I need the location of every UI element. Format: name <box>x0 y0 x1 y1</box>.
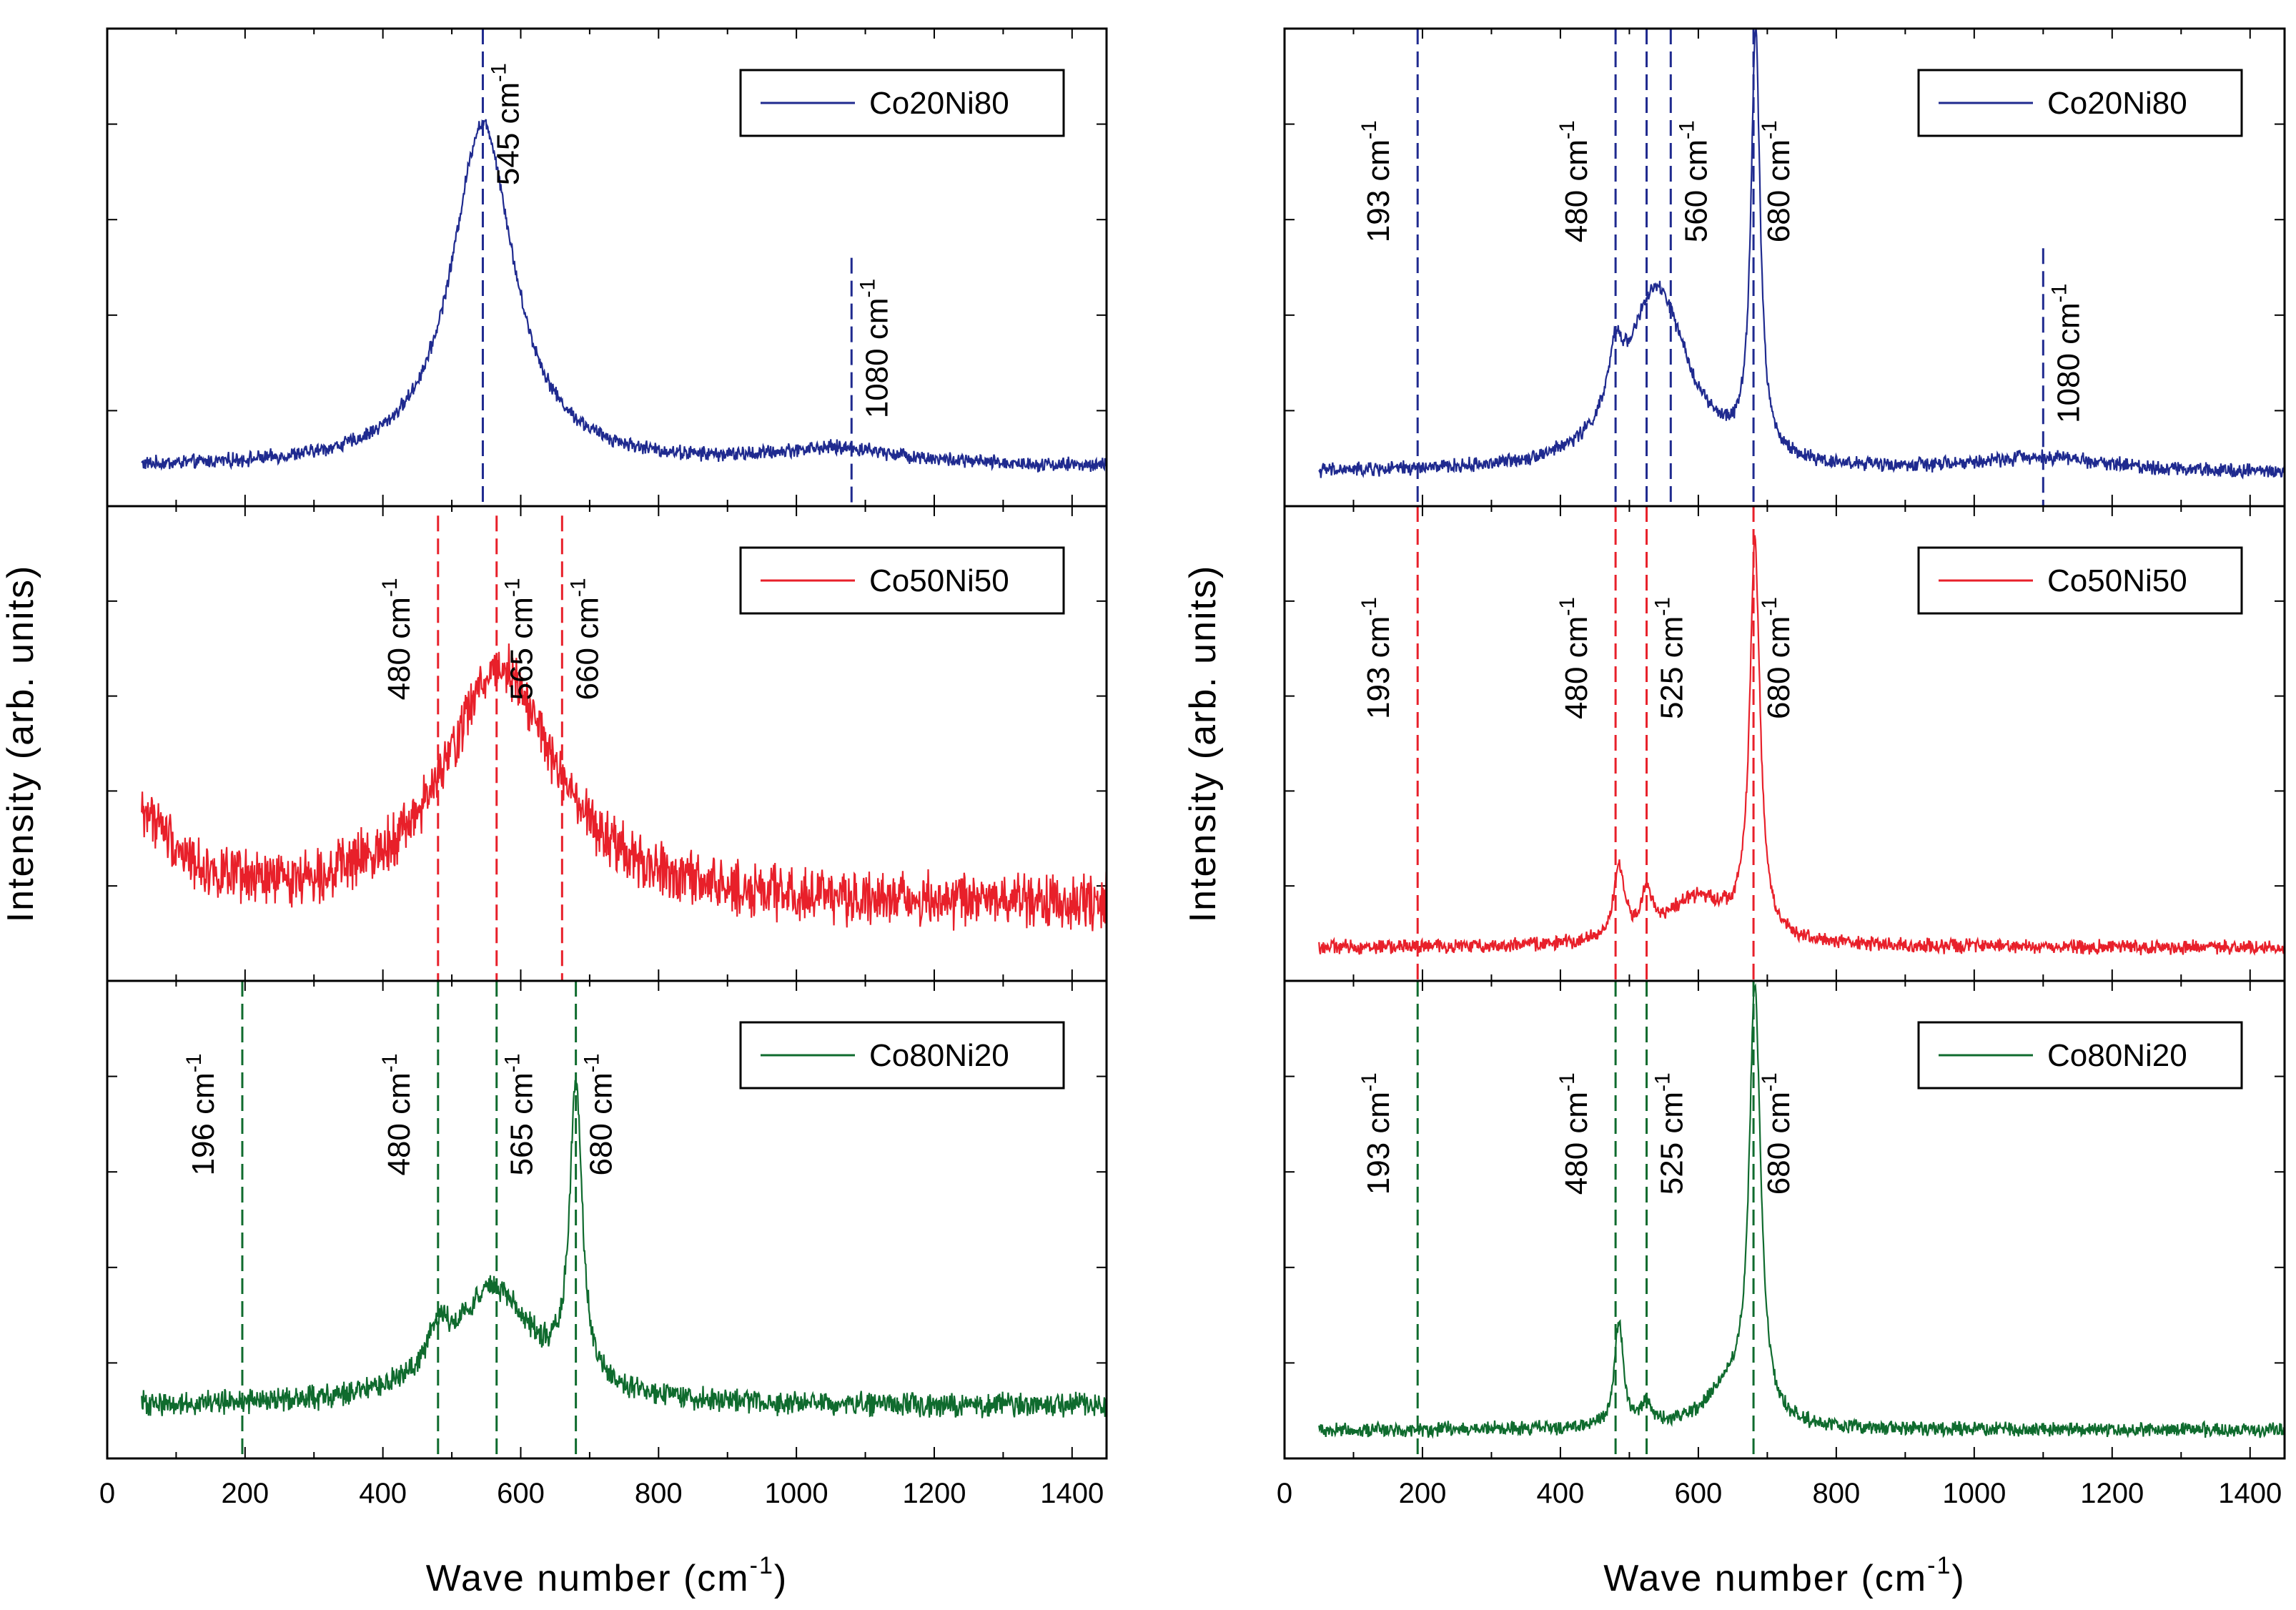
legend-label: Co50Ni50 <box>2047 563 2187 598</box>
legend-co80ni20: Co80Ni20 <box>739 1021 1065 1090</box>
peak-label: 480 cm-1 <box>1555 1072 1594 1195</box>
spectrum-co20ni80 <box>141 119 1107 473</box>
peak-label: 480 cm-1 <box>1555 120 1594 242</box>
peak-label: 525 cm-1 <box>1651 597 1690 719</box>
peak-label: 1080 cm-1 <box>2047 284 2086 423</box>
peak-label: 196 cm-1 <box>182 1054 221 1176</box>
x-tick-label: 0 <box>1277 1478 1292 1509</box>
legend-label: Co50Ni50 <box>869 563 1009 598</box>
y-axis-label: Intensity (arb. units) <box>0 565 41 923</box>
panel-co20ni80: 545 cm-1 1080 cm-1 Co20Ni80 <box>106 27 1108 508</box>
x-tick-label: 1200 <box>2080 1478 2144 1509</box>
panel-co20ni80: 193 cm-1 480 cm-1 560 cm-1 680 cm-1 1080 cm-… <box>1283 27 2286 508</box>
peak-label: 565 cm-1 <box>501 578 540 700</box>
legend-co80ni20: Co80Ni20 <box>1917 1021 2243 1090</box>
peak-label: 480 cm-1 <box>378 578 417 700</box>
x-tick-label: 800 <box>1812 1478 1860 1509</box>
legend-label: Co20Ni80 <box>2047 86 2187 121</box>
panel-frame <box>1283 979 2286 1460</box>
spectrum-co80ni20 <box>141 1080 1107 1418</box>
y-axis-label: Intensity (arb. units) <box>1182 565 1224 923</box>
peak-label: 525 cm-1 <box>1651 1072 1690 1195</box>
panel-co80ni20: 193 cm-1 480 cm-1 525 cm-1 680 cm-1 Co80Ni20 <box>1283 979 2286 1460</box>
peak-label: 680 cm-1 <box>580 1054 619 1176</box>
x-tick-label: 1000 <box>1942 1478 2006 1509</box>
peak-label: 545 cm-1 <box>487 63 525 185</box>
peak-label: 480 cm-1 <box>1555 597 1594 719</box>
right-figure: 193 cm-1 480 cm-1 560 cm-1 680 cm-1 1080 cm-… <box>1182 27 2286 1599</box>
spectrum-co80ni20 <box>1318 982 2285 1439</box>
panel-co80ni20: 196 cm-1 480 cm-1 565 cm-1 680 cm-1 Co80Ni20 <box>106 979 1108 1460</box>
x-tick-label: 600 <box>497 1478 545 1509</box>
x-tick-label: 800 <box>635 1478 683 1509</box>
peak-label: 680 cm-1 <box>1758 597 1796 719</box>
peak-label: 560 cm-1 <box>1675 120 1713 242</box>
legend-label: Co80Ni20 <box>2047 1038 2187 1073</box>
legend-co20ni80: Co20Ni80 <box>739 69 1065 137</box>
spectrum-co50ni50 <box>1318 535 2285 956</box>
panel-co50ni50: 193 cm-1 480 cm-1 525 cm-1 680 cm-1 Co50Ni50 <box>1283 505 2286 982</box>
x-tick-label: 200 <box>1399 1478 1447 1509</box>
peak-label: 660 cm-1 <box>566 578 605 700</box>
legend-label: Co20Ni80 <box>869 86 1009 121</box>
x-tick-label: 0 <box>99 1478 115 1509</box>
legend-label: Co80Ni20 <box>869 1038 1009 1073</box>
left-figure: 545 cm-1 1080 cm-1 Co20Ni80 480 cm-1 565 cm-… <box>0 27 1108 1599</box>
legend-co50ni50: Co50Ni50 <box>739 546 1065 615</box>
spectrum-co20ni80 <box>1318 29 2285 480</box>
x-tick-label: 400 <box>1537 1478 1585 1509</box>
legend-co50ni50: Co50Ni50 <box>1917 546 2243 615</box>
x-tick-label: 1000 <box>765 1478 828 1509</box>
peak-label: 193 cm-1 <box>1357 1072 1396 1195</box>
peak-label: 193 cm-1 <box>1357 120 1396 242</box>
peak-label: 193 cm-1 <box>1357 597 1396 719</box>
peak-label: 680 cm-1 <box>1758 120 1796 242</box>
x-tick-label: 400 <box>359 1478 407 1509</box>
panel-frame <box>106 979 1108 1460</box>
x-axis-label: Wave number (cm-1) <box>1603 1552 1965 1599</box>
panel-co50ni50: 480 cm-1 565 cm-1 660 cm-1 Co50Ni50 <box>106 505 1108 982</box>
peak-label: 480 cm-1 <box>378 1054 417 1176</box>
spectrum-co50ni50 <box>141 643 1107 932</box>
x-tick-label: 1400 <box>2218 1478 2282 1509</box>
x-tick-label: 1200 <box>902 1478 966 1509</box>
x-tick-label: 1400 <box>1040 1478 1104 1509</box>
x-axis-label: Wave number (cm-1) <box>426 1552 788 1599</box>
peak-label: 565 cm-1 <box>501 1054 540 1176</box>
peak-label: 1080 cm-1 <box>856 279 894 418</box>
peak-label: 680 cm-1 <box>1758 1072 1796 1195</box>
x-tick-label: 600 <box>1675 1478 1723 1509</box>
legend-co20ni80: Co20Ni80 <box>1917 69 2243 137</box>
x-tick-label: 200 <box>221 1478 269 1509</box>
